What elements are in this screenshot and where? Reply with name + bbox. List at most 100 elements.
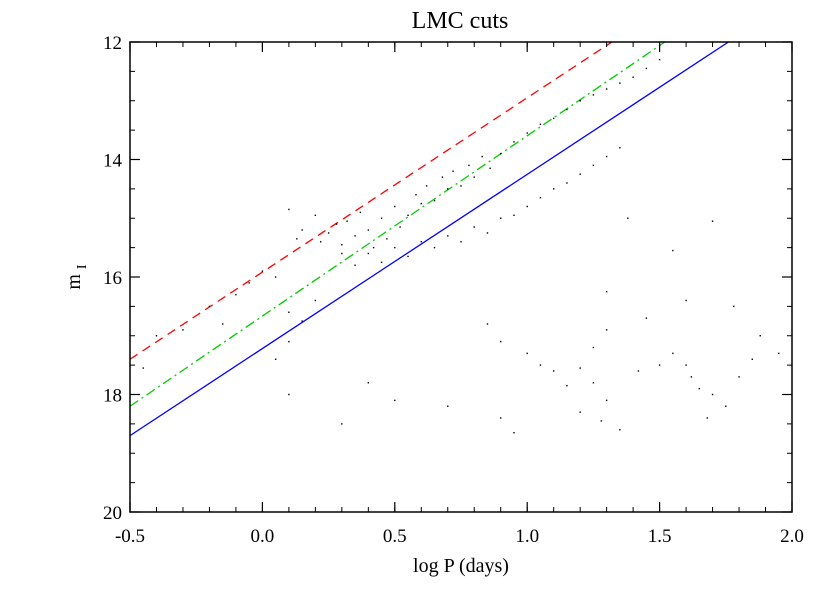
data-point — [288, 393, 290, 396]
data-point — [751, 358, 753, 360]
data-point — [605, 329, 608, 331]
data-point — [420, 202, 422, 205]
data-point — [341, 423, 343, 425]
data-point — [685, 299, 687, 302]
data-point — [632, 76, 634, 78]
data-point — [447, 235, 449, 237]
data-point — [468, 164, 470, 167]
x-tick-label: 0.5 — [383, 526, 407, 547]
data-point — [552, 117, 555, 120]
data-point — [319, 241, 322, 243]
data-point — [425, 185, 428, 187]
data-point — [526, 132, 528, 134]
data-point — [579, 100, 581, 102]
data-point — [394, 205, 396, 208]
y-tick-label: 16 — [103, 268, 122, 289]
data-point — [441, 176, 444, 178]
data-point — [372, 246, 375, 249]
data-point — [645, 317, 648, 319]
data-point — [288, 311, 290, 313]
data-point — [711, 220, 714, 222]
cut-lines — [130, 42, 729, 437]
data-point — [619, 147, 621, 149]
cut-line-solid — [130, 42, 729, 437]
data-point — [698, 387, 701, 390]
data-point — [579, 411, 581, 413]
data-point — [566, 384, 568, 387]
x-axis-label: log P (days) — [413, 555, 509, 577]
data-point — [500, 417, 502, 419]
data-point — [433, 246, 436, 249]
data-point — [460, 241, 462, 243]
data-point — [142, 367, 144, 369]
plot-frame — [129, 41, 793, 513]
data-point — [637, 370, 640, 372]
data-point — [526, 205, 528, 208]
data-point — [759, 335, 761, 337]
data-point — [394, 399, 396, 402]
data-point — [605, 399, 608, 402]
data-point — [711, 393, 714, 396]
data-point — [367, 229, 370, 231]
data-point — [314, 214, 317, 217]
x-tick-label: -0.5 — [115, 526, 145, 547]
data-point — [221, 323, 224, 325]
data-point — [592, 382, 595, 384]
data-point — [605, 155, 608, 158]
data-point — [500, 340, 502, 343]
data-point — [690, 376, 693, 378]
data-point — [407, 255, 409, 258]
data-point — [473, 176, 475, 178]
data-point — [500, 217, 502, 219]
data-point — [296, 238, 298, 240]
data-point — [399, 226, 401, 228]
data-point — [341, 252, 343, 255]
data-point — [539, 196, 542, 199]
data-point — [452, 170, 454, 172]
data-point — [380, 217, 383, 219]
data-point — [513, 141, 515, 143]
data-point — [359, 211, 362, 214]
data-point — [301, 229, 303, 231]
data-point — [473, 226, 475, 228]
data-point — [738, 376, 740, 378]
x-tick-label: 1.5 — [648, 526, 672, 547]
data-point — [489, 167, 491, 170]
data-point — [341, 243, 343, 246]
data-point — [539, 123, 542, 125]
data-point — [354, 264, 356, 266]
data-point — [579, 367, 581, 369]
data-point — [592, 164, 595, 167]
data-point — [274, 358, 277, 360]
data-point — [261, 270, 264, 272]
data-point — [155, 335, 158, 337]
data-point — [725, 405, 727, 407]
data-point — [235, 293, 237, 296]
data-point — [605, 88, 608, 90]
data-point — [354, 235, 356, 237]
data-point — [658, 58, 661, 61]
y-axis-label-subscript: I — [75, 264, 90, 269]
data-point — [288, 208, 290, 211]
cut-line-dash-dot — [130, 42, 666, 407]
data-point — [552, 370, 555, 372]
data-points — [142, 58, 780, 434]
data-point — [778, 352, 780, 355]
x-tick-label: 1.0 — [515, 526, 539, 547]
data-point — [513, 431, 515, 434]
data-point — [685, 364, 687, 366]
data-point — [433, 199, 436, 202]
data-point — [486, 232, 489, 234]
y-tick-label: 12 — [103, 33, 122, 54]
data-point — [592, 94, 595, 96]
data-point — [208, 305, 211, 308]
x-tick-label: 2.0 — [780, 526, 804, 547]
data-point — [486, 323, 489, 325]
data-point — [672, 352, 674, 355]
data-point — [706, 417, 708, 419]
y-axis-ticks: 12 14 16 18 20 — [103, 33, 792, 524]
data-point — [367, 252, 370, 255]
data-point — [619, 82, 621, 84]
chart-title: LMC cuts — [412, 8, 509, 34]
